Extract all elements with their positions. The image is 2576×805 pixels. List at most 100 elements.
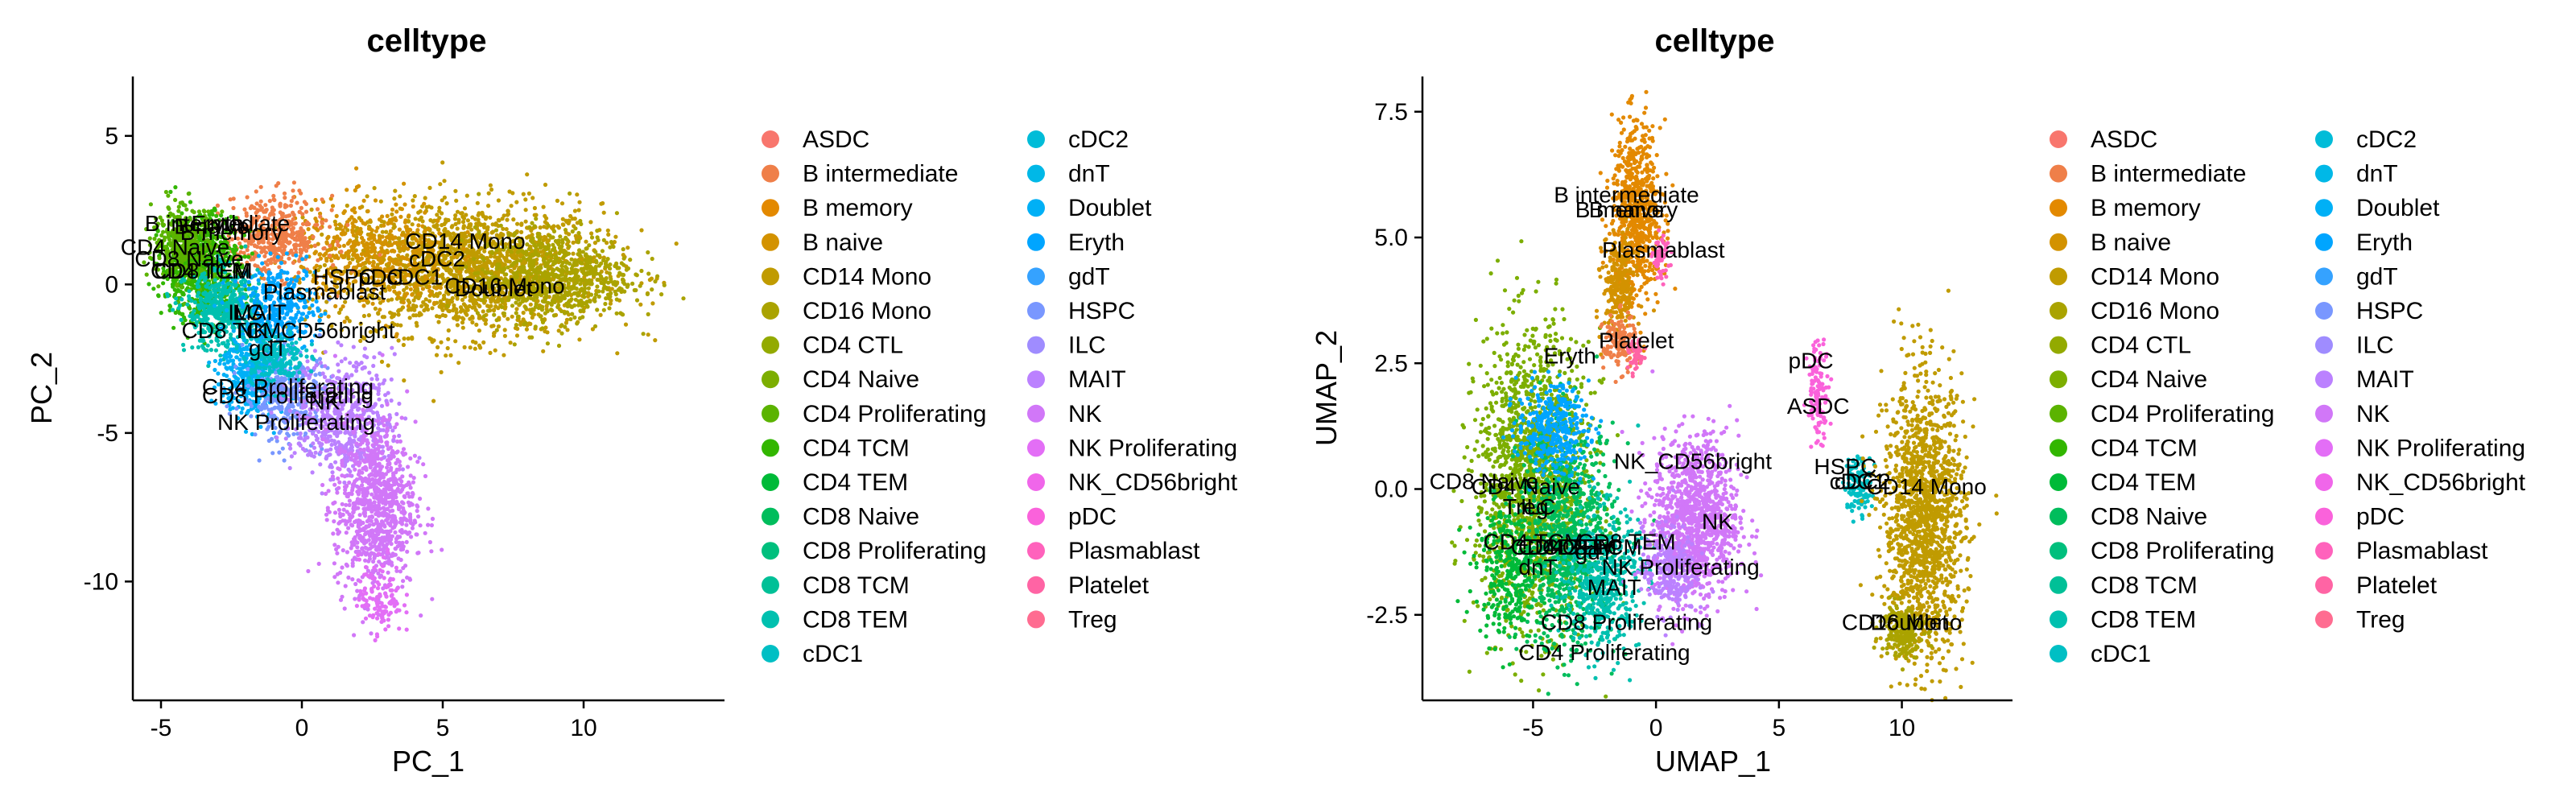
data-point bbox=[339, 328, 344, 332]
data-point bbox=[167, 303, 172, 308]
data-point bbox=[401, 342, 406, 348]
data-point bbox=[435, 213, 440, 217]
data-point bbox=[393, 188, 398, 193]
data-point bbox=[674, 242, 679, 246]
data-point bbox=[399, 207, 404, 212]
data-point bbox=[245, 195, 250, 200]
data-point bbox=[613, 234, 618, 239]
data-point bbox=[402, 294, 407, 299]
data-point bbox=[382, 220, 386, 225]
data-point bbox=[578, 254, 583, 258]
data-point bbox=[212, 288, 217, 293]
data-point bbox=[570, 284, 575, 290]
data-point bbox=[178, 303, 183, 308]
data-point bbox=[580, 308, 585, 312]
data-point bbox=[378, 252, 382, 258]
data-point bbox=[614, 311, 619, 316]
data-point bbox=[144, 272, 149, 277]
data-point bbox=[607, 306, 612, 311]
data-point bbox=[436, 320, 441, 324]
data-point bbox=[231, 205, 236, 211]
data-point bbox=[537, 237, 542, 242]
data-point bbox=[404, 285, 409, 290]
data-point bbox=[187, 289, 192, 294]
data-point bbox=[608, 301, 613, 306]
data-point bbox=[541, 204, 546, 209]
data-point bbox=[589, 231, 594, 236]
data-point bbox=[380, 234, 385, 239]
data-point bbox=[470, 215, 475, 220]
data-point bbox=[312, 251, 317, 256]
data-point bbox=[181, 342, 186, 347]
data-point bbox=[388, 229, 393, 233]
data-point bbox=[411, 298, 416, 303]
data-point bbox=[544, 252, 549, 257]
data-point bbox=[379, 359, 385, 364]
data-point bbox=[575, 258, 580, 263]
data-point bbox=[365, 248, 370, 253]
data-point bbox=[506, 265, 510, 270]
data-point bbox=[341, 243, 346, 248]
data-point bbox=[258, 199, 263, 204]
data-point bbox=[181, 292, 186, 297]
data-point bbox=[361, 238, 366, 243]
data-point bbox=[593, 258, 599, 263]
data-point bbox=[216, 342, 221, 348]
data-point bbox=[375, 225, 380, 230]
data-point bbox=[278, 204, 283, 208]
data-point bbox=[546, 223, 551, 228]
data-point bbox=[575, 192, 580, 197]
data-point bbox=[396, 312, 401, 317]
data-point bbox=[585, 304, 590, 309]
data-point bbox=[402, 220, 407, 225]
data-point bbox=[186, 192, 191, 196]
data-point bbox=[320, 197, 324, 202]
data-point bbox=[318, 214, 323, 219]
data-point bbox=[332, 279, 337, 283]
data-point bbox=[442, 228, 447, 233]
data-point bbox=[456, 220, 461, 225]
data-point bbox=[217, 311, 222, 316]
data-point bbox=[611, 282, 616, 287]
data-point bbox=[589, 282, 594, 287]
data-point bbox=[258, 246, 263, 250]
data-point bbox=[426, 307, 431, 312]
data-point bbox=[407, 213, 411, 218]
data-point bbox=[429, 205, 434, 210]
data-point bbox=[322, 246, 327, 250]
data-point bbox=[432, 300, 437, 305]
data-point bbox=[434, 291, 440, 296]
data-point bbox=[470, 316, 475, 320]
data-point bbox=[445, 345, 450, 351]
data-point bbox=[434, 353, 440, 357]
data-point bbox=[420, 219, 425, 224]
data-point bbox=[576, 303, 581, 308]
data-point bbox=[382, 251, 387, 256]
data-point bbox=[383, 238, 388, 243]
data-point bbox=[580, 279, 585, 283]
data-point bbox=[547, 233, 552, 238]
data-point bbox=[175, 287, 180, 292]
data-point bbox=[416, 291, 421, 296]
data-point bbox=[494, 318, 499, 323]
data-point bbox=[470, 305, 475, 310]
data-point bbox=[549, 308, 554, 312]
data-point bbox=[567, 261, 572, 266]
data-point bbox=[473, 346, 477, 351]
data-point bbox=[486, 191, 491, 196]
data-point bbox=[515, 221, 520, 226]
data-point bbox=[324, 218, 328, 223]
data-point bbox=[287, 256, 291, 261]
data-point bbox=[560, 217, 565, 221]
data-point bbox=[436, 345, 440, 349]
data-point bbox=[650, 256, 654, 262]
data-point bbox=[397, 308, 402, 312]
data-point bbox=[595, 277, 600, 283]
data-point bbox=[437, 205, 442, 210]
data-point bbox=[196, 345, 200, 349]
data-point bbox=[356, 242, 361, 246]
data-point bbox=[274, 246, 279, 251]
data-point bbox=[176, 204, 181, 209]
data-point bbox=[571, 240, 576, 245]
data-point bbox=[350, 208, 355, 213]
